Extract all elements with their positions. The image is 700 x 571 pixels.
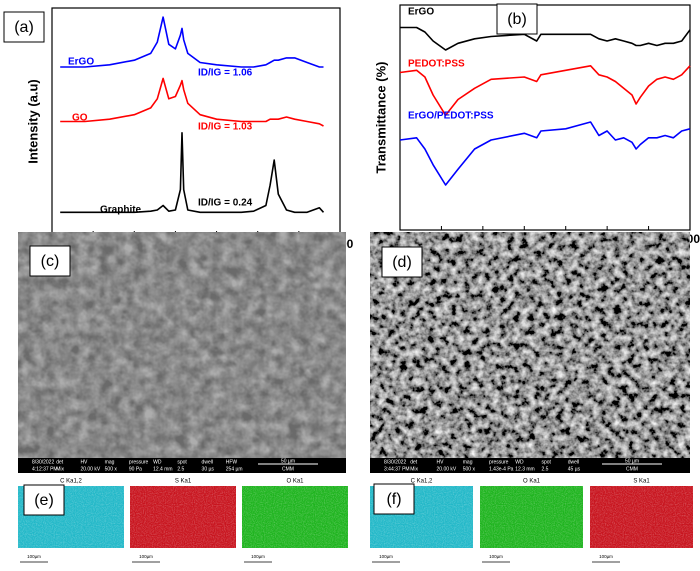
- eds-texture: [590, 486, 693, 548]
- sem-info-bar: [370, 458, 690, 473]
- annotation: ID/IG = 0.24: [198, 198, 253, 209]
- panel-label-box: [496, 3, 538, 35]
- sem-info-text: 8/30/2022: [384, 459, 406, 465]
- sem-info-text: 90 Pa: [129, 466, 142, 472]
- sem-info-text: 20.00 kV: [437, 466, 457, 472]
- sem-info-text: det: [56, 459, 64, 465]
- sem-info-text: pressure: [489, 459, 509, 465]
- annotation: ID/IG = 1.06: [198, 68, 253, 79]
- eds-scale-label: 100µm: [489, 554, 503, 559]
- sem-info-text: 12.4 mm: [153, 466, 172, 472]
- sem-info-text: mag: [463, 459, 473, 465]
- sem-info-text: WD: [515, 459, 524, 465]
- sem-info-text: Mix: [410, 466, 418, 472]
- sem-texture: [370, 232, 690, 458]
- series-label: ErGO: [68, 57, 94, 68]
- eds-texture: [130, 486, 236, 548]
- panel-label-box: [29, 245, 71, 277]
- sem-info-text: HV: [437, 459, 445, 465]
- eds-element-label: O Ka1: [286, 479, 304, 485]
- series-label: ErGO: [408, 7, 434, 18]
- eds-scale-label: 100µm: [379, 554, 393, 559]
- sem-info-text: 2.5: [542, 466, 549, 472]
- sem-info-text: dwell: [568, 459, 579, 465]
- eds-scale-label: 100µm: [251, 554, 265, 559]
- sem-info-text: 2.5: [177, 466, 184, 472]
- sem-lab: CMM: [282, 466, 294, 472]
- panel-label: (a): [14, 19, 34, 36]
- spectrum-line: [60, 77, 324, 127]
- sem-info-text: pressure: [129, 459, 149, 465]
- panel-label: (d): [392, 254, 412, 271]
- panel-label-box: [381, 246, 423, 278]
- sem-info-text: 254 µm: [226, 466, 243, 472]
- spectrum-line: [399, 65, 691, 117]
- sem-scale-label: 50 µm: [625, 458, 639, 464]
- sem-info-text: 4:12:37 PM: [32, 466, 58, 472]
- sem-info-text: 30 µs: [202, 466, 215, 472]
- eds-element-label: C Ka1,2: [411, 479, 433, 485]
- panel-label-box: [373, 483, 415, 515]
- eds-element-label: C Ka1,2: [60, 479, 82, 485]
- series-label: PEDOT:PSS: [408, 59, 465, 70]
- y-axis-label: Intensity (a.u): [25, 79, 40, 164]
- sem-info-bar: [18, 458, 346, 473]
- eds-texture: [480, 486, 583, 548]
- sem-info-text: HV: [80, 459, 88, 465]
- spectrum-line: [400, 26, 691, 51]
- series-label: GO: [72, 113, 88, 124]
- panel-label: (c): [41, 253, 60, 270]
- sem-info-text: spot: [177, 459, 187, 465]
- panel-label-box: [23, 484, 65, 516]
- eds-scale-label: 100µm: [27, 554, 41, 559]
- sem-info-text: spot: [542, 459, 552, 465]
- eds-scale-label: 100µm: [139, 554, 153, 559]
- series-label: Graphite: [100, 205, 142, 216]
- annotation: ID/IG = 1.03: [198, 122, 253, 133]
- sem-info-text: 1.43e-4 Pa: [489, 466, 514, 472]
- sem-info-text: 20.00 kV: [80, 466, 100, 472]
- panel-label: (e): [34, 492, 54, 509]
- panel-label: (b): [507, 11, 527, 28]
- sem-info-text: 45 µs: [568, 466, 581, 472]
- sem-info-text: 3:44:37 PM: [384, 466, 410, 472]
- eds-element-label: S Ka1: [175, 479, 192, 485]
- spectrum-line: [60, 16, 324, 68]
- sem-info-text: HFW: [226, 459, 238, 465]
- sem-info-text: 500 x: [105, 466, 118, 472]
- sem-info-text: 12.3 mm: [515, 466, 534, 472]
- panel-label-box: [3, 11, 45, 43]
- sem-info-text: det: [410, 459, 418, 465]
- eds-element-label: O Ka1: [523, 479, 541, 485]
- plot-frame: [399, 4, 691, 231]
- eds-texture: [242, 486, 348, 548]
- sem-info-text: dwell: [202, 459, 213, 465]
- plot-frame: [51, 7, 341, 236]
- sem-info-text: 8/30/2022: [32, 459, 54, 465]
- sem-info-text: mag: [105, 459, 115, 465]
- spectrum-line: [60, 132, 325, 214]
- eds-scale-label: 100µm: [599, 554, 613, 559]
- sem-scale-label: 50 µm: [281, 458, 295, 464]
- sem-info-text: 500 x: [463, 466, 476, 472]
- sem-texture: [18, 232, 346, 458]
- sem-lab: CMM: [626, 466, 638, 472]
- y-axis-label: Transmittance (%): [373, 62, 388, 174]
- eds-element-label: S Ka1: [633, 479, 650, 485]
- series-label: ErGO/PEDOT:PSS: [408, 111, 494, 122]
- spectrum-line: [399, 121, 691, 186]
- sem-info-text: WD: [153, 459, 162, 465]
- panel-label: (f): [386, 491, 401, 508]
- sem-info-text: Mix: [56, 466, 64, 472]
